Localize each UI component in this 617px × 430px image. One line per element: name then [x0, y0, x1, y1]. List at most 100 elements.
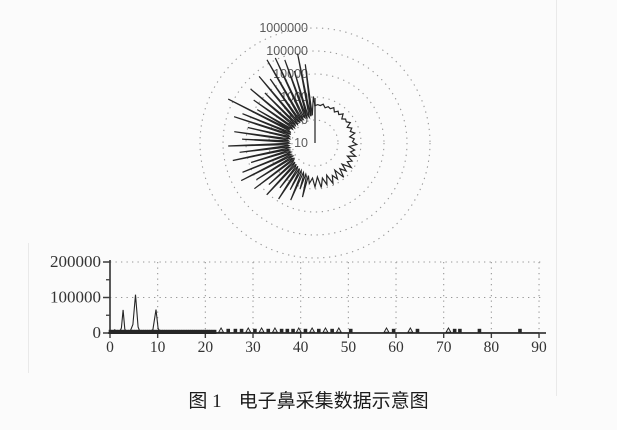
- dense-baseline-marker: [209, 329, 213, 334]
- triangle-marker: [295, 326, 303, 333]
- square-marker: [316, 328, 321, 333]
- dense-baseline-marker: [147, 329, 150, 334]
- dense-baseline-marker: [166, 329, 170, 334]
- scan-edge-line: [556, 0, 557, 396]
- dense-baseline-marker: [158, 329, 161, 334]
- dense-baseline-marker: [194, 329, 198, 334]
- polar-grid-ring: [268, 96, 362, 190]
- dense-baseline-marker: [213, 329, 217, 334]
- square-marker: [253, 328, 257, 333]
- polar-radial-tick-label: 1000000: [259, 21, 308, 35]
- x-tick-label: 70: [436, 339, 452, 356]
- x-tick-label: 40: [293, 339, 309, 356]
- dense-baseline-marker: [207, 329, 210, 334]
- triangle-marker: [383, 326, 390, 333]
- dense-baseline-marker: [175, 329, 178, 334]
- square-marker: [518, 328, 522, 333]
- triangle-marker: [335, 326, 343, 333]
- dense-baseline-marker: [134, 329, 138, 334]
- square-marker: [458, 328, 462, 333]
- dense-baseline-marker: [108, 329, 112, 334]
- square-marker: [266, 328, 271, 333]
- dense-baseline-marker: [179, 329, 183, 334]
- dense-baseline-marker: [185, 329, 189, 334]
- dense-baseline-marker: [173, 329, 176, 334]
- figure-caption-text: 电子鼻采集数据示意图: [238, 391, 429, 412]
- y-tick-label: 100000: [50, 287, 101, 306]
- square-marker: [291, 328, 295, 333]
- polar-grid-ring: [222, 50, 408, 236]
- dense-baseline-marker: [140, 329, 144, 334]
- dense-baseline-marker: [119, 329, 123, 334]
- y-tick-label: 0: [93, 323, 102, 342]
- scan-edge-line: [28, 243, 29, 373]
- dense-baseline-marker: [196, 329, 200, 334]
- dense-baseline-marker: [145, 329, 148, 334]
- dense-baseline-marker: [115, 329, 118, 334]
- dense-baseline-marker: [123, 329, 127, 334]
- dense-baseline-marker: [190, 329, 193, 334]
- x-tick-label: 0: [106, 339, 114, 356]
- square-marker: [348, 328, 353, 333]
- polar-data-series: [227, 53, 359, 201]
- polar-radial-tick-label: 100000: [266, 44, 308, 58]
- dense-baseline-marker: [130, 329, 133, 334]
- triangle-marker: [217, 326, 225, 333]
- dense-baseline-marker: [168, 329, 172, 334]
- triangle-marker: [407, 326, 414, 333]
- x-tick-label: 50: [341, 339, 357, 356]
- square-marker: [239, 328, 244, 333]
- dense-baseline-marker: [153, 329, 157, 334]
- square-marker: [391, 328, 396, 333]
- dense-baseline-marker: [117, 329, 120, 334]
- square-marker: [477, 328, 482, 333]
- dense-baseline-marker: [170, 329, 174, 334]
- dense-baseline-marker: [128, 329, 131, 334]
- x-tick-label: 10: [150, 339, 166, 356]
- dense-baseline-marker: [132, 329, 135, 334]
- dense-baseline-marker: [125, 329, 129, 334]
- figure-caption: 图 1 电子鼻采集数据示意图: [0, 386, 617, 413]
- dense-baseline-marker: [164, 329, 168, 334]
- x-tick-label: 20: [198, 339, 214, 356]
- dense-baseline-marker: [121, 329, 125, 334]
- dense-baseline-marker: [211, 329, 215, 334]
- line-data-series: [109, 294, 539, 334]
- square-marker: [330, 328, 334, 333]
- polar-radial-tick-label: 10: [294, 136, 308, 150]
- dense-baseline-marker: [136, 329, 140, 334]
- triangle-marker: [244, 326, 252, 333]
- dense-baseline-marker: [143, 329, 146, 334]
- dense-baseline-marker: [198, 329, 202, 334]
- dense-baseline-marker: [192, 329, 195, 334]
- square-marker: [415, 328, 420, 333]
- x-tick-label: 30: [245, 339, 261, 356]
- dense-baseline-marker: [181, 329, 185, 334]
- triangle-marker: [308, 326, 316, 333]
- triangle-marker: [271, 326, 279, 333]
- square-marker: [452, 328, 457, 333]
- triangle-marker: [322, 326, 329, 333]
- intensity-line-chart: 0 100000 200000 0 10 20 30 40 50 60 70 80 90: [50, 252, 547, 356]
- triangle-marker: [445, 326, 452, 333]
- square-marker: [285, 328, 290, 333]
- y-tick-label: 200000: [50, 252, 101, 271]
- square-marker: [233, 328, 238, 333]
- dense-baseline-marker: [149, 329, 153, 334]
- dense-baseline-marker: [160, 329, 163, 334]
- dense-baseline-marker: [200, 329, 204, 334]
- dense-baseline-marker: [112, 329, 116, 334]
- x-tick-label: 90: [531, 339, 547, 356]
- dense-baseline-marker: [188, 329, 191, 334]
- polar-grid-ring: [245, 73, 385, 213]
- dense-baseline-marker: [110, 329, 114, 334]
- dense-baseline-marker: [138, 329, 142, 334]
- square-marker: [226, 328, 231, 333]
- dense-baseline-marker: [203, 329, 206, 334]
- polar-grid-ring: [291, 119, 339, 167]
- triangle-marker: [258, 326, 265, 333]
- square-marker: [279, 328, 284, 333]
- x-tick-label: 80: [484, 339, 500, 356]
